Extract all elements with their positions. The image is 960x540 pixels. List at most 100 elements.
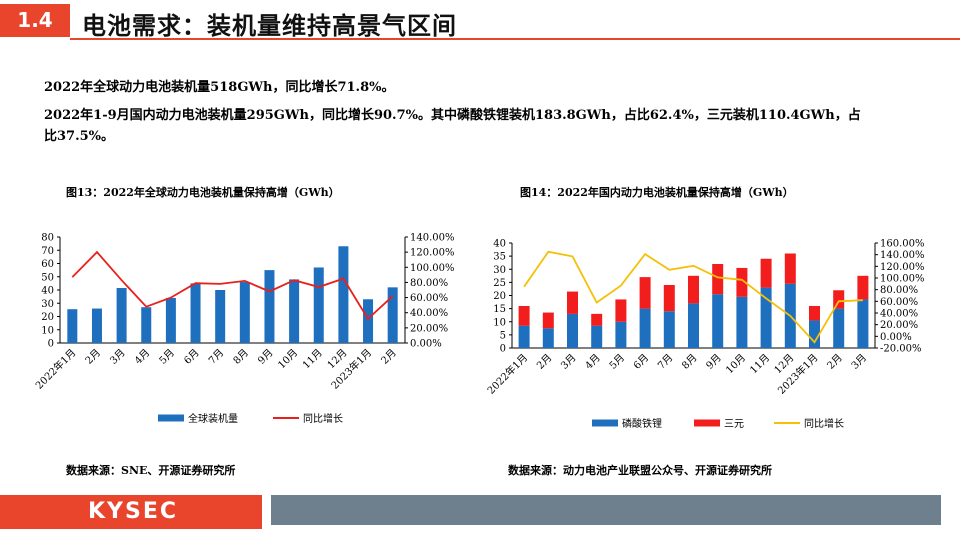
right-tick-label: 100.00% bbox=[880, 274, 925, 285]
bar-三元 bbox=[615, 299, 627, 322]
right-tick-label: 140.00% bbox=[410, 233, 455, 244]
right-tick-label: 80.00% bbox=[880, 285, 918, 296]
summary-paragraph-1: 2022年全球动力电池装机量518GWh，同比增长71.8%。 bbox=[44, 80, 395, 95]
x-tick-label: 10月 bbox=[723, 352, 748, 377]
slide-title: 电池需求：装机量维持高景气区间 bbox=[82, 12, 457, 40]
bar-全球装机量 bbox=[363, 299, 374, 343]
right-tick-label: 20.00% bbox=[410, 323, 448, 334]
x-tick-label: 6月 bbox=[182, 347, 202, 367]
left-tick-label: 5 bbox=[500, 330, 506, 341]
bar-磷酸铁锂 bbox=[639, 308, 651, 348]
bar-三元 bbox=[809, 306, 820, 321]
x-tick-label: 11月 bbox=[300, 347, 325, 372]
right-tick-label: 140.00% bbox=[880, 250, 925, 261]
x-tick-label: 10月 bbox=[276, 347, 301, 372]
left-tick-label: 40 bbox=[41, 286, 54, 297]
right-tick-label: 20.00% bbox=[880, 320, 918, 331]
chart-13-global-installation: 0 10 20 30 40 50 60 70 80 0.00% 20.00% 40.00% 60.00%… bbox=[33, 233, 455, 426]
legend-label-同比增长: 同比增长 bbox=[804, 417, 844, 430]
left-tick-label: 30 bbox=[41, 299, 54, 310]
x-tick-label: 6月 bbox=[631, 352, 651, 372]
bar-全球装机量 bbox=[215, 290, 226, 343]
kysec-logo: KYSEC bbox=[88, 499, 178, 524]
left-tick-label: 50 bbox=[41, 272, 54, 283]
legend-swatch-磷酸铁锂 bbox=[592, 419, 618, 427]
x-tick-label: 4月 bbox=[132, 347, 152, 367]
x-tick-label: 9月 bbox=[256, 347, 276, 367]
bar-磷酸铁锂 bbox=[688, 303, 699, 348]
left-tick-label: 20 bbox=[41, 312, 54, 323]
right-tick-label: 60.00% bbox=[410, 293, 448, 304]
bar-全球装机量 bbox=[67, 309, 78, 343]
bar-三元 bbox=[857, 275, 869, 300]
bar-三元 bbox=[567, 291, 578, 314]
bar-全球装机量 bbox=[165, 297, 176, 343]
bar-三元 bbox=[663, 285, 675, 312]
bar-全球装机量 bbox=[91, 308, 102, 343]
chart-14-title: 图14：2022年国内动力电池装机量保持高增（GWh） bbox=[520, 186, 794, 199]
x-tick-label: 2月 bbox=[534, 352, 554, 372]
x-tick-label: 2月 bbox=[825, 352, 845, 372]
bar-磷酸铁锂 bbox=[615, 321, 627, 348]
bar-全球装机量 bbox=[116, 288, 127, 343]
left-tick-label: 20 bbox=[493, 291, 506, 302]
x-tick-label: 8月 bbox=[680, 352, 700, 372]
left-tick-label: 80 bbox=[41, 233, 54, 244]
left-tick-label: 70 bbox=[41, 246, 54, 257]
summary-paragraph-2: 2022年1-9月国内动力电池装机量295GWh，同比增长90.7%。其中磷酸铁… bbox=[44, 108, 861, 144]
bar-全球装机量 bbox=[239, 282, 250, 343]
left-tick-label: 15 bbox=[493, 304, 506, 315]
right-tick-label: 160.00% bbox=[880, 239, 925, 250]
x-tick-label: 3月 bbox=[559, 352, 579, 372]
bar-磷酸铁锂 bbox=[712, 294, 724, 348]
right-tick-label: 40.00% bbox=[880, 309, 918, 320]
x-tick-label: 9月 bbox=[704, 352, 724, 372]
bar-磷酸铁锂 bbox=[809, 320, 820, 348]
header-divider bbox=[70, 38, 960, 40]
bar-三元 bbox=[833, 290, 845, 309]
bar-三元 bbox=[688, 275, 699, 304]
chart-14-source: 数据来源：动力电池产业联盟公众号、开源证券研究所 bbox=[508, 464, 772, 477]
x-tick-label: 3月 bbox=[849, 352, 869, 372]
x-tick-label: 5月 bbox=[157, 347, 177, 367]
chart-14-domestic-installation: 0 5 10 15 20 25 30 35 40 -20.00%0.00%20.00%40.00%… bbox=[484, 239, 925, 431]
bar-三元 bbox=[784, 253, 796, 284]
legend-label-三元: 三元 bbox=[724, 419, 744, 430]
x-tick-label: 2022年1月 bbox=[484, 351, 530, 397]
x-tick-label: 2022年1月 bbox=[33, 346, 79, 392]
x-tick-label: 8月 bbox=[231, 347, 251, 367]
legend-swatch-全球装机量 bbox=[158, 414, 184, 422]
x-tick-label: 4月 bbox=[583, 352, 603, 372]
left-tick-label: 60 bbox=[41, 259, 54, 270]
bar-磷酸铁锂 bbox=[567, 313, 578, 348]
line-同比增长 bbox=[71, 250, 394, 321]
right-tick-label: 120.00% bbox=[410, 248, 455, 259]
bar-全球装机量 bbox=[313, 267, 324, 343]
bar-全球装机量 bbox=[141, 307, 152, 343]
bar-三元 bbox=[591, 313, 603, 326]
left-tick-label: 35 bbox=[493, 252, 506, 263]
bar-全球装机量 bbox=[264, 270, 275, 343]
left-tick-label: 25 bbox=[493, 278, 506, 289]
bar-磷酸铁锂 bbox=[760, 287, 772, 348]
right-tick-label: 80.00% bbox=[410, 278, 448, 289]
bar-全球装机量 bbox=[338, 246, 349, 343]
bar-三元 bbox=[736, 267, 748, 297]
footer-grey-bar bbox=[271, 495, 941, 525]
right-tick-label: 0.00% bbox=[880, 332, 912, 343]
footer-brand-bar bbox=[0, 495, 262, 529]
bar-磷酸铁锂 bbox=[542, 328, 554, 348]
left-tick-label: 0 bbox=[48, 339, 54, 350]
legend-swatch-三元 bbox=[694, 419, 720, 427]
legend-label-全球装机量: 全球装机量 bbox=[188, 412, 238, 425]
bar-全球装机量 bbox=[289, 279, 300, 343]
right-tick-label: 100.00% bbox=[410, 263, 455, 274]
chart-13-title: 图13：2022年全球动力电池装机量保持高增（GWh） bbox=[66, 186, 340, 199]
chart-13-source: 数据来源：SNE、开源证券研究所 bbox=[66, 464, 236, 477]
bar-磷酸铁锂 bbox=[857, 299, 869, 348]
legend-label-磷酸铁锂: 磷酸铁锂 bbox=[622, 417, 662, 430]
bar-三元 bbox=[518, 306, 530, 326]
left-tick-label: 0 bbox=[500, 344, 506, 355]
bar-三元 bbox=[639, 277, 651, 309]
right-tick-label: -20.00% bbox=[880, 344, 922, 355]
